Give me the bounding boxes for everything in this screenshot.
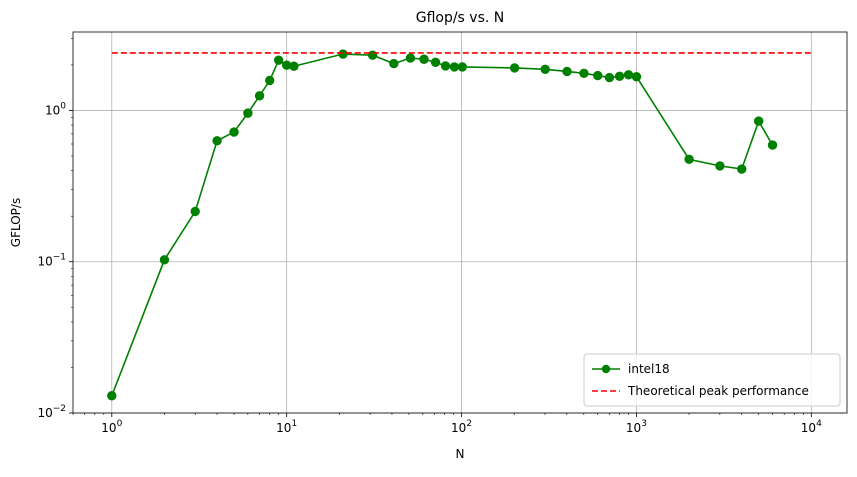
data-point [107, 391, 117, 401]
y-tick-exponent: −1 [53, 253, 66, 263]
plot-frame [72, 31, 848, 414]
data-point [273, 55, 284, 65]
data-point [540, 64, 550, 75]
y-tick-base: 10 [37, 255, 52, 269]
data-point [623, 70, 634, 80]
y-axis-label: GFLOP/s [9, 198, 23, 247]
x-tick-exponent: 2 [466, 419, 472, 429]
data-point [289, 61, 299, 71]
data-point [457, 62, 468, 72]
data-layer [107, 49, 812, 401]
y-tick-exponent: 0 [60, 101, 66, 111]
data-point [614, 71, 625, 82]
legend-label: Theoretical peak performance [627, 384, 809, 398]
x-tick-base: 10 [276, 421, 291, 435]
x-tick-label: 101 [276, 419, 297, 435]
data-point [419, 54, 429, 64]
data-point [430, 57, 441, 68]
x-tick-exponent: 4 [816, 419, 822, 429]
x-tick-base: 10 [626, 421, 641, 435]
data-point [212, 136, 222, 146]
data-point [715, 161, 725, 171]
y-tick-base: 10 [37, 406, 52, 420]
y-tick-label: 10−1 [37, 253, 66, 269]
data-point [190, 206, 200, 217]
x-tick-base: 10 [101, 421, 116, 435]
x-tick-label: 102 [451, 419, 472, 435]
y-tick-base: 10 [45, 103, 60, 117]
x-axis-label: N [456, 447, 465, 461]
data-point [265, 75, 275, 86]
chart-title: Gflop/s vs. N [416, 10, 505, 26]
data-point [509, 63, 520, 73]
x-tick-base: 10 [451, 421, 466, 435]
y-tick-exponent: −2 [53, 404, 66, 414]
data-point [449, 62, 460, 72]
data-point [562, 66, 572, 77]
legend: intel18 Theoretical peak performance [583, 353, 841, 407]
x-tick-exponent: 1 [291, 419, 297, 429]
x-tick-base: 10 [801, 421, 816, 435]
data-point [243, 108, 253, 118]
data-point [593, 70, 603, 81]
y-tick-label: 10−2 [37, 404, 66, 420]
data-point [737, 164, 747, 174]
legend-swatch-marker [601, 364, 611, 374]
x-tick-label: 100 [101, 419, 122, 435]
x-tick-exponent: 3 [641, 419, 647, 429]
series-line-intel18 [111, 53, 774, 397]
data-point [389, 58, 399, 69]
data-point [579, 68, 589, 79]
data-point [440, 61, 451, 71]
data-point [254, 91, 265, 101]
x-tick-exponent: 0 [117, 419, 123, 429]
data-point [684, 154, 694, 165]
data-point [229, 127, 239, 137]
x-tick-label: 104 [801, 419, 822, 435]
data-point [604, 72, 615, 83]
data-point [338, 49, 348, 59]
legend-label: intel18 [628, 362, 670, 376]
data-point [405, 53, 416, 63]
legend-box [583, 353, 841, 407]
data-point [767, 140, 778, 150]
data-point [753, 116, 764, 126]
y-tick-label: 100 [45, 101, 66, 117]
x-tick-label: 103 [626, 419, 647, 435]
data-point [631, 72, 642, 82]
data-point [159, 255, 170, 265]
